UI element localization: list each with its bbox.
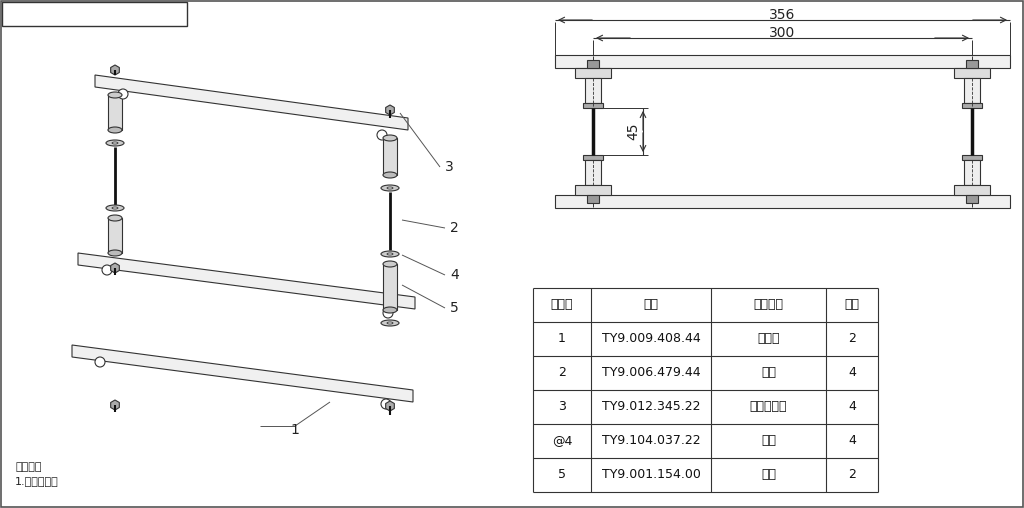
Bar [962,155,982,160]
Text: 5: 5 [450,301,459,315]
Ellipse shape [108,127,122,133]
Ellipse shape [383,135,397,141]
Ellipse shape [381,320,399,326]
Bar [587,60,599,68]
Bar [2,2,187,26]
Bar [587,195,599,203]
Ellipse shape [381,251,399,257]
Text: @4: @4 [552,434,572,448]
Text: 图样名称: 图样名称 [754,299,783,311]
Ellipse shape [381,185,399,191]
Text: 1: 1 [558,333,566,345]
Ellipse shape [383,261,397,267]
Ellipse shape [387,322,393,324]
Text: 300: 300 [769,26,796,40]
Text: 装配要求: 装配要求 [15,462,42,472]
Ellipse shape [387,253,393,255]
Bar [108,218,122,253]
Text: 2: 2 [450,221,459,235]
Ellipse shape [112,207,118,209]
Bar [383,138,397,175]
Circle shape [118,89,128,99]
Bar [555,55,1010,68]
Text: 356: 356 [769,8,796,22]
Bar [585,78,601,103]
Text: 扶手板: 扶手板 [758,333,779,345]
Text: TY9.006.479.44: TY9.006.479.44 [602,366,700,379]
Circle shape [95,357,105,367]
Polygon shape [72,345,413,402]
Ellipse shape [112,142,118,144]
Polygon shape [111,400,120,410]
Ellipse shape [108,215,122,221]
Text: 1.按图装配。: 1.按图装配。 [15,476,58,486]
Bar [954,185,990,195]
Bar [962,103,982,108]
Text: 平垫: 平垫 [761,434,776,448]
Polygon shape [95,75,408,130]
Bar [964,160,980,185]
Text: 2: 2 [848,333,856,345]
Circle shape [381,399,391,409]
Bar [966,60,978,68]
Text: 外六角螺栓: 外六角螺栓 [750,400,787,414]
Circle shape [377,130,387,140]
Text: 2: 2 [848,468,856,482]
Text: TY9.012.345.22: TY9.012.345.22 [602,400,700,414]
Text: TY9.009.408.44: TY9.009.408.44 [602,333,700,345]
Ellipse shape [106,205,124,211]
Text: 4: 4 [450,268,459,282]
Bar [954,68,990,78]
Text: 支架: 支架 [761,366,776,379]
Text: 图号: 图号 [643,299,658,311]
Bar [108,95,122,130]
Bar [585,160,601,185]
Text: 螺杆: 螺杆 [761,468,776,482]
Text: 项目号: 项目号 [551,299,573,311]
Bar [575,185,611,195]
Text: 2: 2 [558,366,566,379]
Text: 4: 4 [848,400,856,414]
Text: 45: 45 [626,123,640,140]
Text: 5: 5 [558,468,566,482]
Ellipse shape [108,92,122,98]
Bar [555,195,1010,208]
Text: 4: 4 [848,366,856,379]
Text: 3: 3 [558,400,566,414]
Circle shape [102,265,112,275]
Bar [383,264,397,310]
Text: TY9.001.154.00: TY9.001.154.00 [601,468,700,482]
Polygon shape [111,65,120,75]
Ellipse shape [106,140,124,146]
Ellipse shape [383,172,397,178]
Ellipse shape [383,307,397,313]
Polygon shape [111,263,120,273]
Text: 1: 1 [291,423,299,437]
Bar [964,78,980,103]
Ellipse shape [108,250,122,256]
Text: 数量: 数量 [845,299,859,311]
Ellipse shape [387,187,393,189]
Bar [583,103,603,108]
Polygon shape [386,105,394,115]
Polygon shape [78,253,415,309]
Text: TY9.104.037.22: TY9.104.037.22 [602,434,700,448]
Text: 4: 4 [848,434,856,448]
Bar [966,195,978,203]
Circle shape [383,308,393,318]
Bar [583,155,603,160]
Polygon shape [386,401,394,411]
Text: 3: 3 [445,160,454,174]
Bar [575,68,611,78]
